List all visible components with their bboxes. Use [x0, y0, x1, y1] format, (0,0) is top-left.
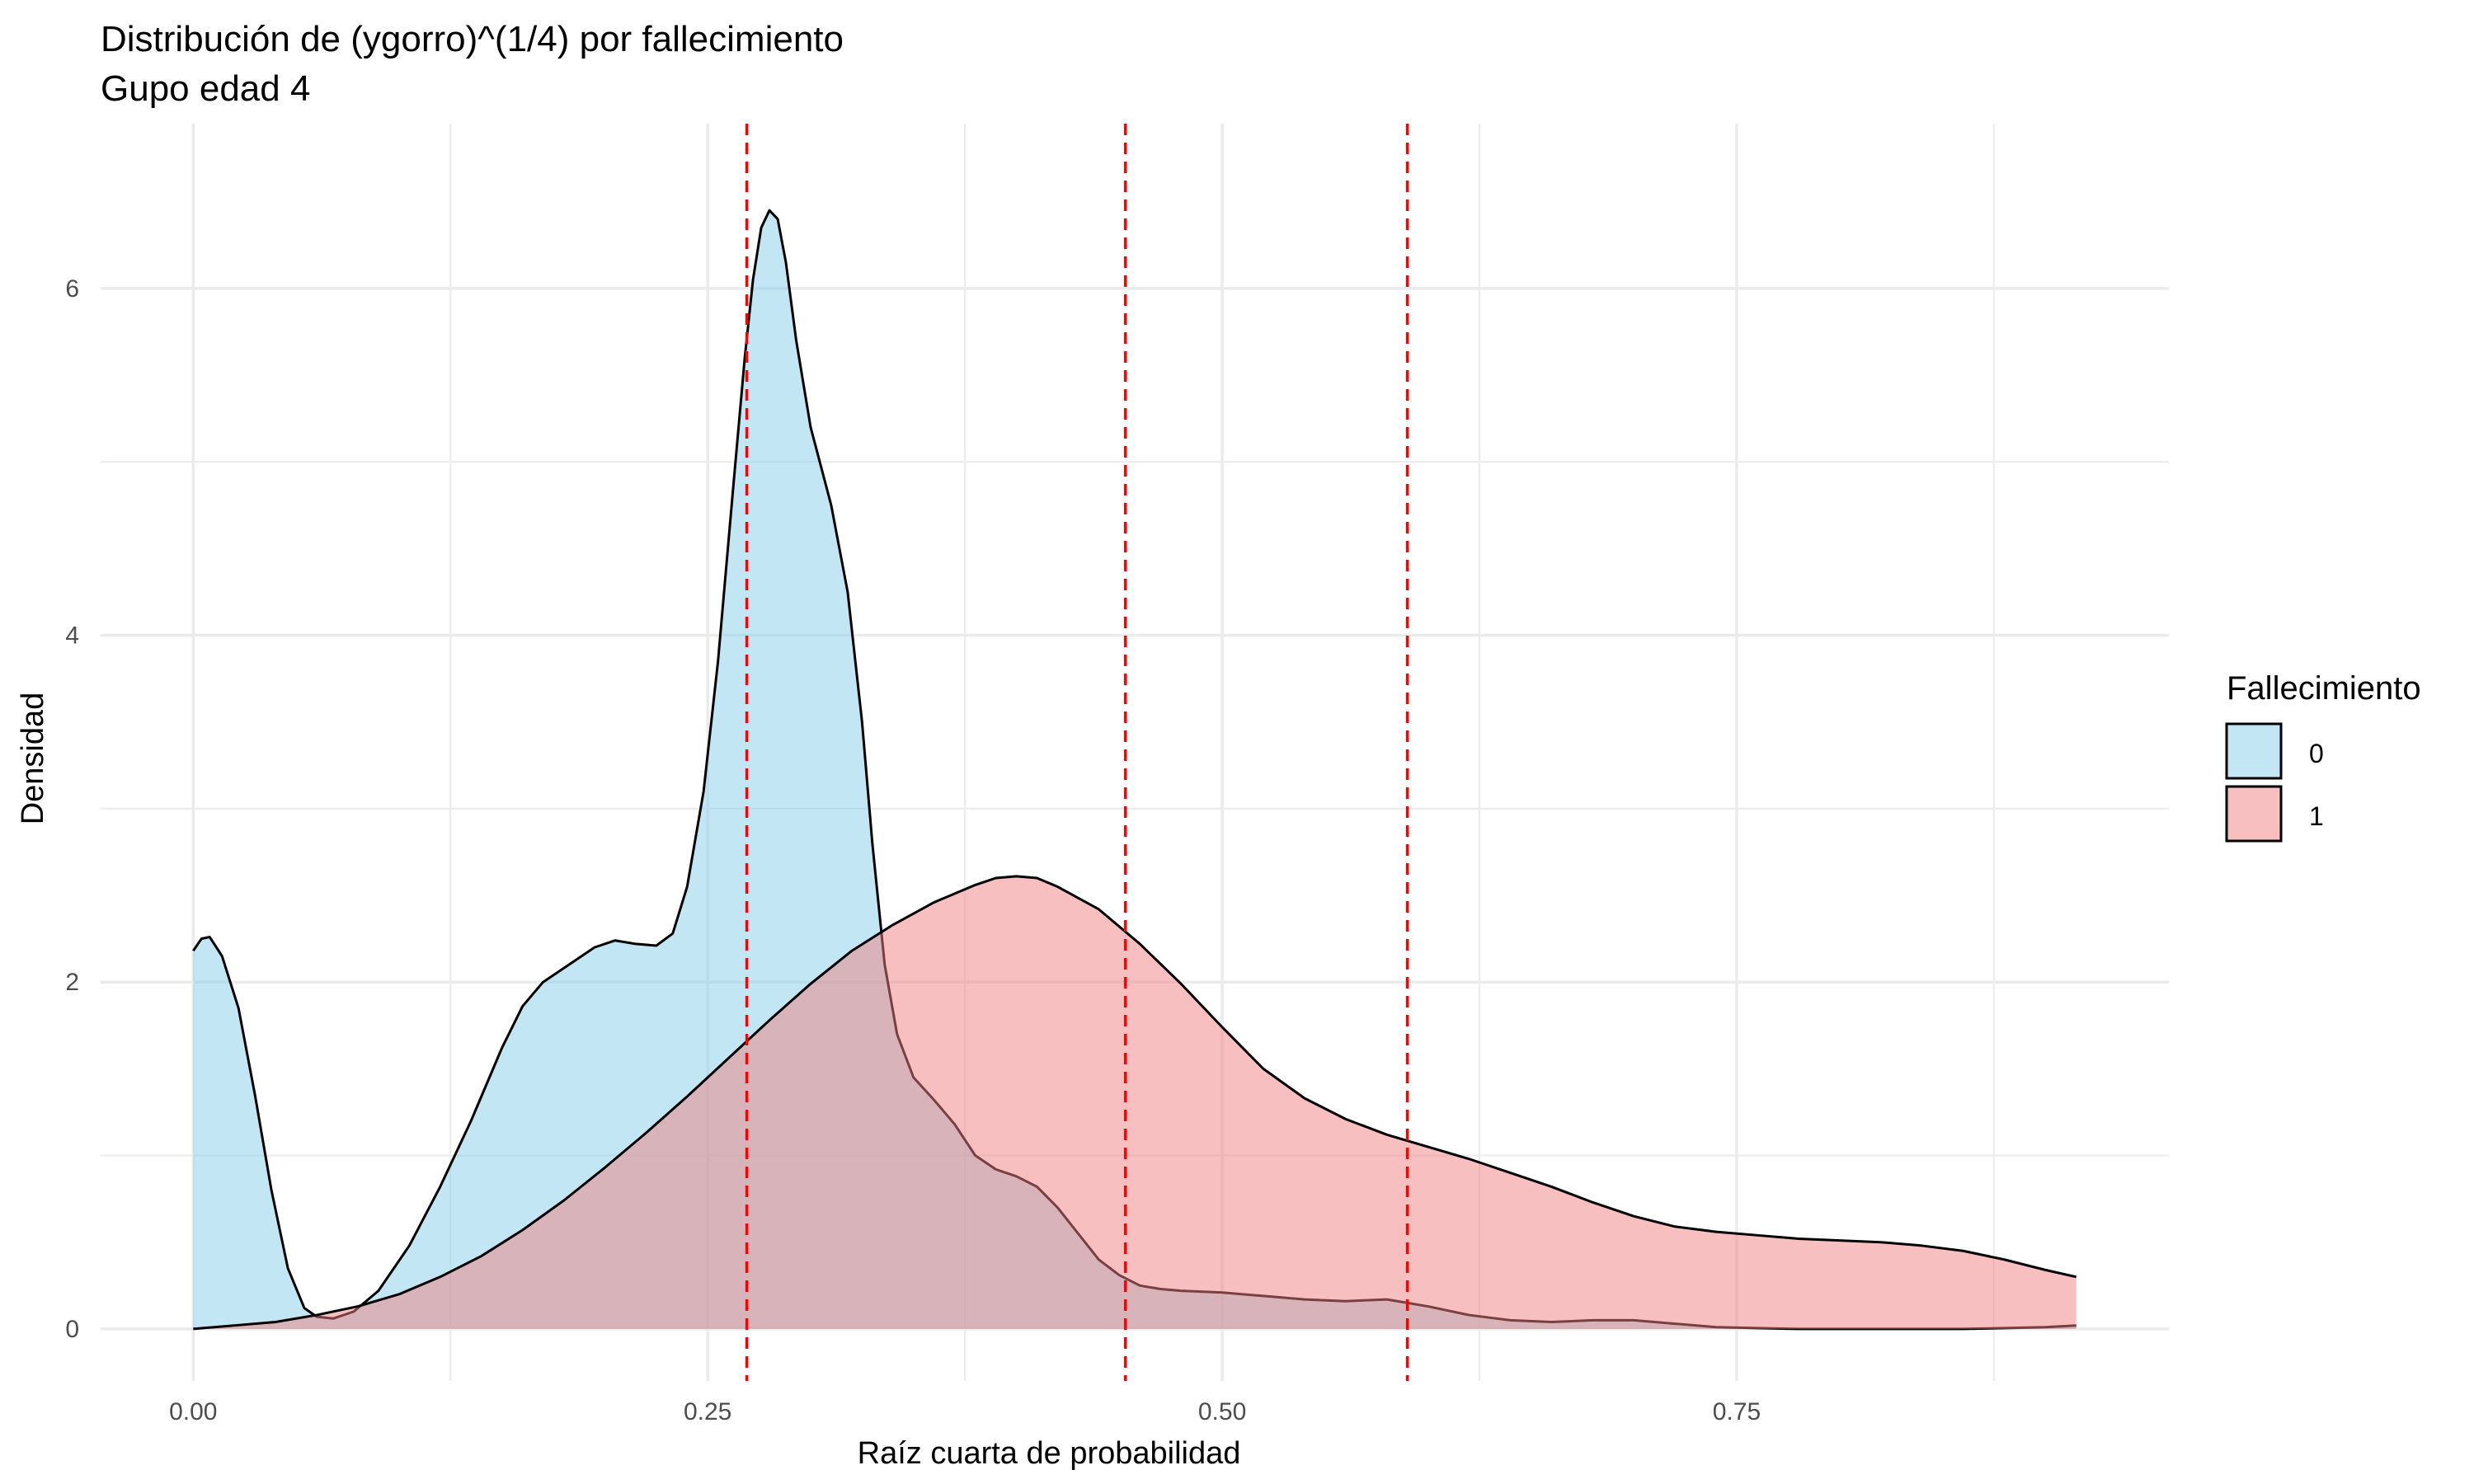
x-tick-label: 0.25 — [684, 1398, 731, 1425]
density-line-1 — [193, 875, 2077, 1331]
x-tick-label: 0.75 — [1713, 1398, 1761, 1425]
density-area-0 — [193, 210, 2077, 1329]
y-tick-label: 0 — [65, 1316, 79, 1343]
legend-label-1: 1 — [2309, 801, 2324, 831]
x-axis-ticks: 0.00 0.25 0.50 0.75 — [169, 1398, 1761, 1425]
chart-title: Distribución de (ygorro)^(1/4) por falle… — [101, 19, 844, 59]
legend-key-1 — [2225, 785, 2283, 843]
legend-label-0: 0 — [2309, 739, 2324, 768]
x-tick-label: 0.50 — [1198, 1398, 1246, 1425]
legend: Fallecimiento 0 1 — [2225, 670, 2421, 843]
legend-title: Fallecimiento — [2227, 670, 2421, 707]
y-axis-title: Densidad — [16, 693, 50, 825]
reference-lines — [745, 124, 1409, 1381]
y-tick-label: 2 — [65, 969, 79, 996]
y-tick-label: 6 — [65, 275, 79, 303]
legend-key-0 — [2225, 722, 2283, 780]
y-axis-ticks: 0 2 4 6 — [65, 275, 79, 1343]
x-axis-title: Raíz cuarta de probabilidad — [858, 1436, 1241, 1471]
y-tick-label: 4 — [65, 622, 79, 650]
x-tick-label: 0.00 — [169, 1398, 217, 1425]
density-area-1 — [193, 876, 2077, 1329]
density-areas — [192, 209, 2077, 1331]
chart-subtitle: Gupo edad 4 — [101, 68, 310, 109]
